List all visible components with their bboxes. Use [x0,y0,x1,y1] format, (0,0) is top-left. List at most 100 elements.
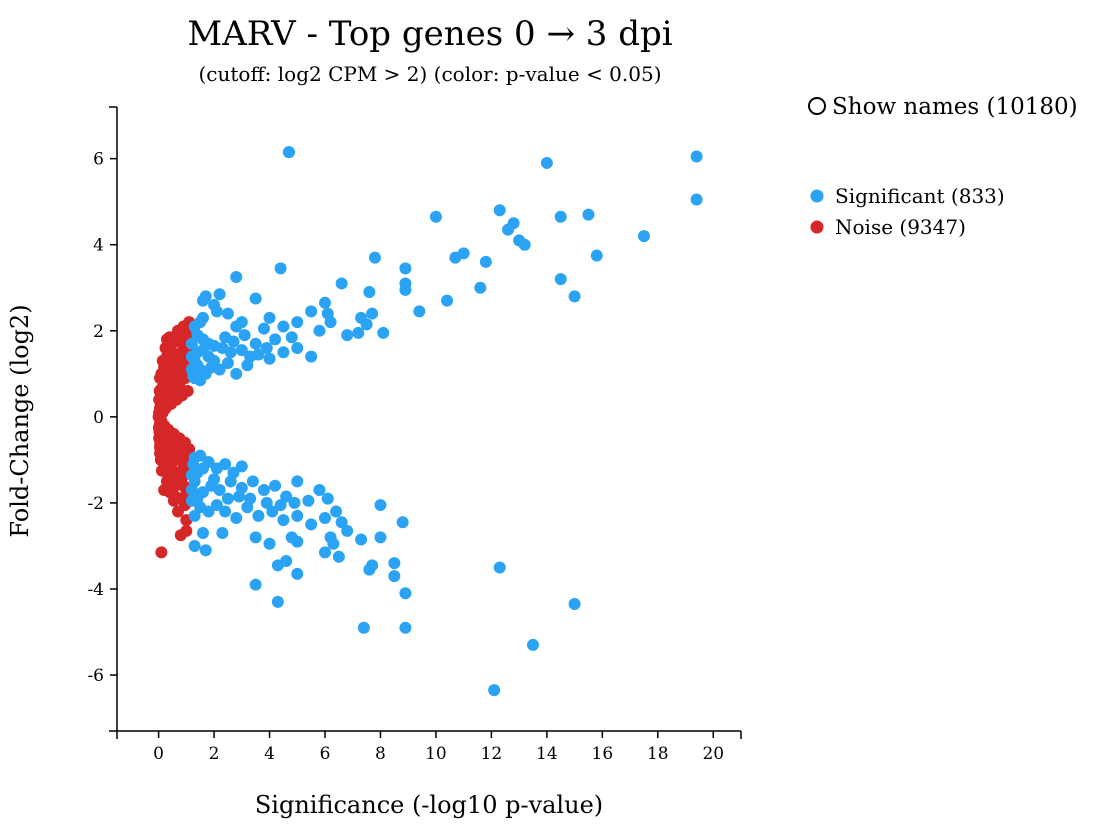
data-point [153,425,166,438]
data-point [396,516,409,529]
data-point [169,479,182,492]
data-point [280,490,293,503]
show-names-label[interactable]: Show names (10180) [832,94,1078,120]
data-point [196,344,209,357]
x-tick-label: 12 [481,744,503,764]
data-point [196,294,209,307]
chart-subtitle: (cutoff: log2 CPM > 2) (color: p-value <… [198,62,661,86]
data-point [235,460,248,473]
data-point [185,337,198,350]
data-point [302,494,315,507]
data-point [335,516,348,529]
data-point [216,527,229,540]
data-point [291,535,304,548]
data-point [172,357,185,370]
data-point [208,473,221,486]
show-names-radio-icon[interactable] [808,97,826,115]
data-point [230,320,243,333]
data-point [241,359,254,372]
data-point [269,479,282,492]
data-point [291,475,304,488]
data-point [285,331,298,344]
data-point [188,509,201,522]
y-ticks: -6 -4 -2 0 2 4 6 [87,150,117,686]
data-point [321,492,334,505]
data-point [313,324,326,337]
data-point [332,550,345,563]
data-point [690,193,703,206]
legend-item: Noise (9347) [810,215,966,239]
data-point [399,283,412,296]
data-point [324,531,337,544]
data-point [257,484,270,497]
x-tick-label: 6 [320,744,331,764]
data-point [366,307,379,320]
data-point [153,372,166,385]
data-point [441,294,454,307]
data-point [221,307,234,320]
data-point [177,320,190,333]
data-point [154,436,167,449]
data-point [180,524,193,537]
data-point [399,621,412,634]
data-point [457,247,470,260]
data-point [288,496,301,509]
y-tick-label: 6 [93,150,104,170]
data-point [238,329,251,342]
data-point [252,348,265,361]
data-point [582,208,595,221]
data-point [291,567,304,580]
data-point [185,350,198,363]
data-point [330,505,343,518]
data-point [368,251,381,264]
legend-marker [810,189,824,203]
data-point [153,385,166,398]
data-point [305,305,318,318]
legend-label: Significant (833) [835,184,1005,208]
data-point [429,210,442,223]
x-tick-label: 20 [702,744,724,764]
data-point [263,537,276,550]
data-point [271,595,284,608]
data-point [249,578,262,591]
data-point [244,492,257,505]
x-tick-label: 18 [647,744,669,764]
data-point [160,456,173,469]
data-point [413,305,426,318]
data-point [399,262,412,275]
data-point [160,333,173,346]
data-point [352,326,365,339]
x-tick-label: 2 [209,744,220,764]
data-point [208,354,221,367]
data-point [263,311,276,324]
data-point [282,146,295,159]
data-point [269,333,282,346]
data-point [637,230,650,243]
data-point [221,492,234,505]
data-point [305,518,318,531]
data-point [233,490,246,503]
y-tick-label: 0 [93,408,104,428]
series-noise [152,316,197,559]
data-point [235,344,248,357]
data-point [274,262,287,275]
data-point [507,217,520,230]
data-point [230,367,243,380]
data-point [221,357,234,370]
data-point [249,292,262,305]
data-point [219,458,232,471]
data-point [399,587,412,600]
data-point [153,447,166,460]
data-point [291,509,304,522]
data-point [194,449,207,462]
x-axis-label: Significance (-log10 p-value) [255,791,603,819]
y-axis-label: Fold-Change (log2) [6,304,34,537]
data-point [493,204,506,217]
data-point [219,505,232,518]
show-names-toggle[interactable]: Show names (10180) [808,94,1078,120]
data-point [305,350,318,363]
data-point [374,531,387,544]
data-point [155,546,168,559]
data-point [360,318,373,331]
data-point [388,570,401,583]
